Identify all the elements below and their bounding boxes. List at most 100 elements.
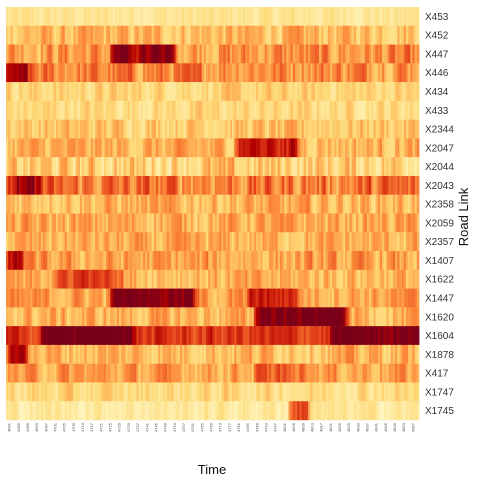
heatmap-cell [71,344,74,364]
heatmap-cell [90,25,94,45]
heatmap-cell [71,44,74,64]
heatmap-cell [234,63,237,83]
heatmap-cell [132,157,135,177]
heatmap-cell [77,307,81,327]
heatmap-cell [377,269,381,289]
heatmap-cell [329,232,333,252]
heatmap-cell [414,7,418,26]
heatmap-cell [147,7,150,26]
heatmap-cell [114,157,118,177]
heatmap-cell [375,326,379,346]
heatmap-cell [240,307,244,327]
heatmap-cell [190,382,194,402]
heatmap-cell [414,175,418,195]
heatmap-cell [177,7,181,26]
heatmap-cell [140,63,144,83]
heatmap-cell [416,119,420,139]
y-tick-label: X1447 [425,293,454,304]
heatmap-cell [184,213,187,233]
heatmap-cell [334,63,337,83]
heatmap-cell [40,232,44,252]
heatmap-cell [314,82,318,102]
heatmap-cell [382,119,385,139]
heatmap-cell [342,382,346,402]
heatmap-cell [142,194,146,214]
heatmap-cell [410,307,413,327]
heatmap-cell [312,7,316,26]
heatmap-cell [325,288,329,308]
heatmap-cell [99,344,103,364]
heatmap-cell [325,401,329,421]
heatmap-cell [369,344,372,364]
heatmap-cell [184,138,187,158]
heatmap-cell [32,307,35,327]
heatmap-cell [188,7,192,26]
heatmap-cell [23,326,26,346]
heatmap-cell [164,382,168,402]
heatmap-cell [353,175,357,195]
heatmap-cell [225,288,229,308]
heatmap-cell [12,44,16,64]
heatmap-cell [127,194,131,214]
heatmap-cell [103,7,107,26]
heatmap-cell [305,401,309,421]
heatmap-cell [255,288,259,308]
heatmap-cell [77,251,81,271]
heatmap-cell [88,269,92,289]
heatmap-cell [132,363,135,383]
heatmap-cell [234,25,237,45]
heatmap-cell [351,7,355,26]
heatmap-cell [360,401,363,421]
heatmap-cell [295,7,298,26]
heatmap-cell [77,382,81,402]
heatmap-cell [301,138,305,158]
heatmap-cell [75,382,79,402]
heatmap-cell [140,363,144,383]
heatmap-cell [119,251,122,271]
heatmap-cell [173,100,176,120]
heatmap-cell [379,382,383,402]
heatmap-cell [153,307,157,327]
heatmap-cell [166,401,170,421]
heatmap-cell [247,251,250,271]
heatmap-cell [32,44,35,64]
heatmap-cell [288,138,292,158]
heatmap-cell [45,251,48,271]
heatmap-cell [397,194,400,214]
heatmap-cell [199,326,203,346]
heatmap-cell [151,25,155,45]
heatmap-cell [123,194,126,214]
heatmap-cell [140,175,144,195]
heatmap-cell [301,82,305,102]
heatmap-cell [327,213,331,233]
heatmap-cell [219,251,222,271]
heatmap-cell [151,382,155,402]
x-tick-label: 4757 [181,422,186,432]
heatmap-cell [345,63,348,83]
heatmap-cell [214,44,218,64]
heatmap-cell [192,213,196,233]
heatmap-cell [195,326,198,346]
heatmap-cell [105,382,109,402]
heatmap-cell [266,119,270,139]
y-tick-label: X2059 [425,218,454,229]
heatmap-cell [127,175,131,195]
heatmap-cell [175,194,179,214]
heatmap-cell [214,119,218,139]
heatmap-cell [184,175,187,195]
heatmap-cell [275,382,279,402]
heatmap-cell [90,63,94,83]
heatmap-cell [405,157,409,177]
heatmap-cell [390,63,394,83]
heatmap-cell [232,119,235,139]
heatmap-cell [158,138,161,158]
heatmap-cell [260,82,263,102]
heatmap-cell [251,232,255,252]
heatmap-cell [151,288,155,308]
heatmap-cell [132,82,135,102]
heatmap-cell [240,382,244,402]
heatmap-cell [158,232,161,252]
heatmap-cell [119,63,122,83]
heatmap-cell [271,326,274,346]
heatmap-cell [201,157,205,177]
